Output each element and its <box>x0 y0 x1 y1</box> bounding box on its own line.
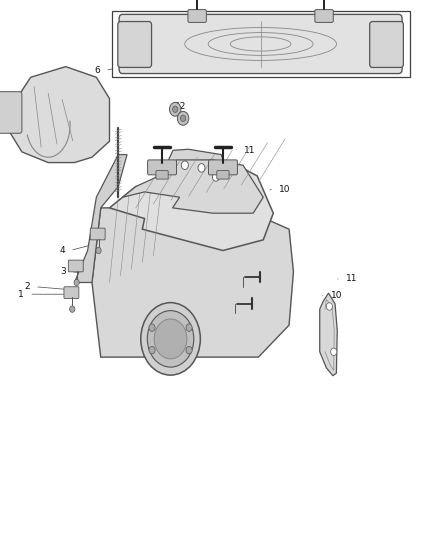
Bar <box>112 11 410 77</box>
Circle shape <box>181 161 188 169</box>
Circle shape <box>186 346 192 354</box>
FancyBboxPatch shape <box>208 160 237 175</box>
Polygon shape <box>92 208 293 357</box>
Circle shape <box>180 115 186 122</box>
FancyBboxPatch shape <box>68 260 83 272</box>
Text: 5: 5 <box>243 233 249 241</box>
FancyBboxPatch shape <box>90 228 105 240</box>
FancyBboxPatch shape <box>118 21 152 68</box>
Circle shape <box>173 106 178 112</box>
Text: 10: 10 <box>279 185 291 193</box>
FancyBboxPatch shape <box>217 171 229 179</box>
Text: 8: 8 <box>154 202 160 211</box>
Polygon shape <box>9 67 110 163</box>
Polygon shape <box>167 149 228 192</box>
Text: 8: 8 <box>227 206 233 214</box>
Circle shape <box>198 164 205 172</box>
FancyBboxPatch shape <box>119 14 402 74</box>
Text: 11: 11 <box>244 146 256 155</box>
FancyBboxPatch shape <box>148 160 177 175</box>
Text: 9: 9 <box>272 287 277 296</box>
Text: 6: 6 <box>51 92 57 100</box>
Text: 12: 12 <box>175 102 187 111</box>
Circle shape <box>70 306 75 312</box>
Text: 6: 6 <box>94 66 100 75</box>
Circle shape <box>326 303 332 310</box>
Circle shape <box>331 348 337 356</box>
Text: 1: 1 <box>18 290 24 298</box>
Circle shape <box>149 324 155 332</box>
Circle shape <box>147 311 194 367</box>
FancyBboxPatch shape <box>64 287 79 298</box>
Circle shape <box>170 102 181 116</box>
FancyBboxPatch shape <box>0 92 22 133</box>
Polygon shape <box>110 165 273 251</box>
Text: 3: 3 <box>60 268 66 276</box>
Text: 7: 7 <box>147 13 152 21</box>
Text: 10: 10 <box>331 292 342 300</box>
Polygon shape <box>123 160 263 213</box>
FancyBboxPatch shape <box>315 10 333 22</box>
FancyBboxPatch shape <box>188 10 206 22</box>
Circle shape <box>74 279 79 286</box>
Circle shape <box>212 173 219 181</box>
Text: 5: 5 <box>125 209 131 217</box>
Circle shape <box>149 346 155 354</box>
Text: 9: 9 <box>223 188 229 196</box>
Circle shape <box>177 111 189 125</box>
Circle shape <box>96 247 101 254</box>
Circle shape <box>154 319 187 359</box>
Polygon shape <box>320 293 337 376</box>
Circle shape <box>141 303 200 375</box>
Circle shape <box>186 324 192 332</box>
Polygon shape <box>74 155 127 282</box>
Text: 4: 4 <box>59 246 65 255</box>
Text: 2: 2 <box>24 282 30 291</box>
FancyBboxPatch shape <box>370 21 403 68</box>
Text: 11: 11 <box>346 274 357 282</box>
FancyBboxPatch shape <box>156 171 168 179</box>
